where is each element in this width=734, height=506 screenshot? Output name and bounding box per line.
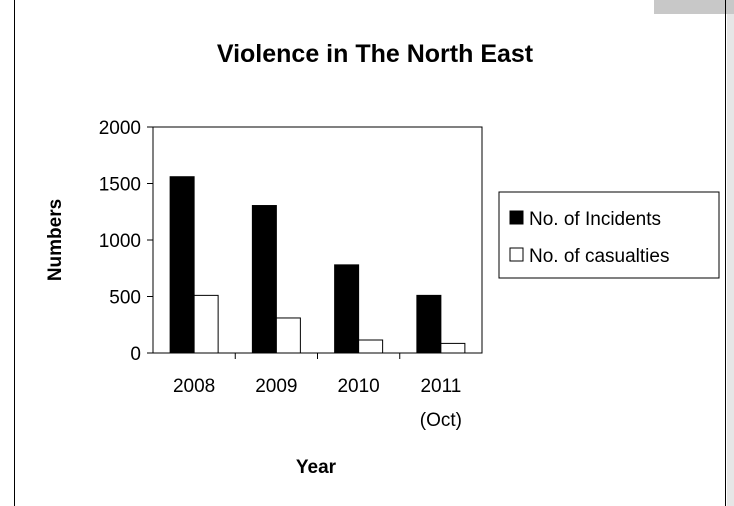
y-tick-label: 2000 xyxy=(99,118,141,139)
legend-box xyxy=(498,191,720,279)
legend-label: No. of casualties xyxy=(529,246,669,267)
legend: No. of Incidents No. of casualties xyxy=(498,191,720,279)
chart-frame xyxy=(14,0,726,506)
corner-tab xyxy=(654,0,734,14)
right-scroll-strip xyxy=(727,14,734,506)
bar-incidents xyxy=(334,264,360,354)
x-tick-label: (Oct) xyxy=(420,410,462,431)
bar-incidents xyxy=(251,205,277,354)
legend-label: No. of Incidents xyxy=(529,209,661,230)
x-tick-label: 2009 xyxy=(255,376,297,397)
legend-swatch xyxy=(509,210,524,225)
x-axis-title: Year xyxy=(296,457,337,478)
bar-casualties xyxy=(358,339,384,354)
chart-title: Violence in The North East xyxy=(217,40,534,68)
bar-incidents xyxy=(169,176,195,354)
bar-casualties xyxy=(275,317,301,354)
legend-swatch xyxy=(509,247,524,262)
y-tick-label: 500 xyxy=(109,288,141,309)
plot-area: 0 500 1000 1500 2000 2008 2009 2010 2011 (Oct) xyxy=(99,118,483,431)
y-tick-label: 1500 xyxy=(99,175,141,196)
bar-incidents xyxy=(416,294,442,354)
x-tick-label: 2011 xyxy=(420,376,461,397)
x-tick-label: 2008 xyxy=(173,376,215,397)
y-tick-label: 1000 xyxy=(99,231,141,252)
y-axis-title: Numbers xyxy=(45,199,66,281)
x-tick-label: 2010 xyxy=(337,376,379,397)
bar-casualties xyxy=(193,294,219,354)
y-tick-label: 0 xyxy=(130,344,141,365)
bar-casualties xyxy=(440,342,466,354)
